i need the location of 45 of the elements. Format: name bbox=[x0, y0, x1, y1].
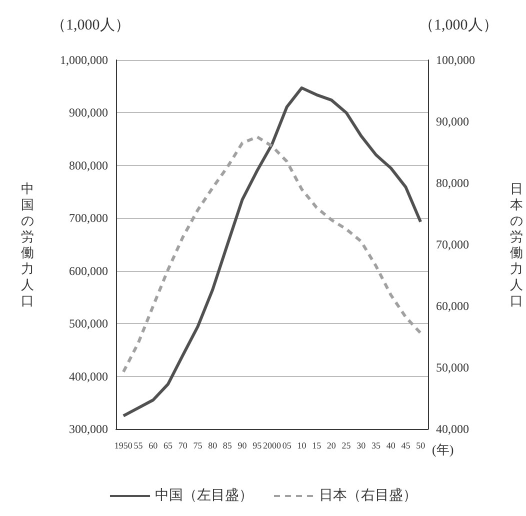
y2-tick-label: 90,000 bbox=[436, 114, 469, 128]
legend-label: 中国（左目盛） bbox=[155, 488, 253, 504]
y-tick-label: 600,000 bbox=[69, 264, 108, 278]
x-tick-label: 85 bbox=[222, 440, 232, 450]
y2-tick-label: 40,000 bbox=[436, 422, 469, 436]
y-tick-label: 900,000 bbox=[69, 106, 108, 120]
x-tick-label: 65 bbox=[164, 440, 173, 450]
x-tick-label: 55 bbox=[134, 440, 144, 450]
y-tick-label: 400,000 bbox=[69, 369, 108, 384]
text: （1,000人） bbox=[419, 18, 498, 34]
y-tick-label: 700,000 bbox=[69, 211, 108, 226]
x-tick-label: 30 bbox=[356, 440, 366, 450]
x-tick-label: 2000 bbox=[263, 440, 282, 450]
x-tick-label: 40 bbox=[386, 440, 396, 450]
x-tick-label: 1950 bbox=[114, 440, 133, 450]
x-tick-label: 20 bbox=[326, 440, 336, 450]
y2-tick-label: 70,000 bbox=[436, 238, 469, 252]
text: （1,000人） bbox=[51, 18, 130, 34]
y-tick-label: 500,000 bbox=[69, 316, 108, 331]
y-tick-label: 800,000 bbox=[69, 158, 108, 172]
y-tick-label: 300,000 bbox=[69, 422, 108, 436]
y2-tick-label: 80,000 bbox=[436, 176, 469, 190]
x-tick-label: 95 bbox=[252, 440, 262, 450]
x-tick-label: 25 bbox=[342, 440, 352, 450]
y2-tick-label: 100,000 bbox=[436, 53, 475, 67]
x-tick-label: 35 bbox=[372, 440, 381, 450]
x-axis-title: (年) bbox=[432, 442, 454, 457]
y-tick-label: 1,000,000 bbox=[60, 53, 108, 67]
line-series bbox=[122, 86, 422, 418]
y2-axis-title: 日本の労働力人口 bbox=[510, 181, 523, 308]
x-tick-label: 75 bbox=[193, 440, 203, 450]
legend-label: 日本（右目盛） bbox=[319, 488, 417, 504]
x-tick-label: 90 bbox=[238, 440, 248, 450]
x-tick-label: 15 bbox=[312, 440, 322, 450]
x-tick-label: 70 bbox=[178, 440, 188, 450]
x-tick-label: 50 bbox=[416, 440, 426, 450]
x-tick-label: 60 bbox=[148, 440, 158, 450]
y2-tick-label: 60,000 bbox=[436, 299, 469, 313]
line-series bbox=[122, 135, 422, 374]
x-tick-label: 05 bbox=[282, 440, 292, 450]
x-tick-label: 80 bbox=[208, 440, 218, 450]
x-tick-label: 45 bbox=[401, 440, 411, 450]
x-tick-label: 10 bbox=[297, 440, 307, 450]
y2-tick-label: 50,000 bbox=[436, 360, 469, 374]
y-axis-title: 中国の労働力人口 bbox=[21, 181, 34, 308]
